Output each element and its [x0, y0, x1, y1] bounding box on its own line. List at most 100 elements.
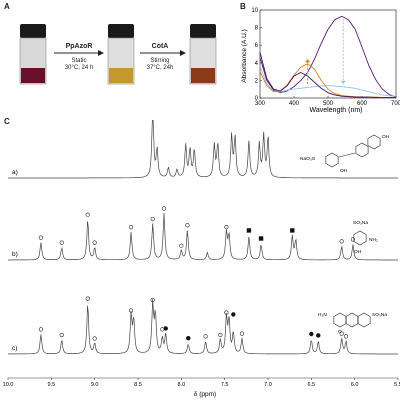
nmr-marker-open-circle [339, 331, 344, 336]
uv-vis-series-1 [259, 15, 397, 98]
panel-letter-b: B [240, 2, 246, 11]
nmr-markers [38, 206, 356, 341]
uv-vis-xtick-label: 500 [323, 101, 334, 107]
uv-vis-ylabel: Absorbance (A.U.) [241, 29, 248, 82]
structure-3-label-right: SO₃Na [372, 312, 387, 318]
step-2-temp: 37°C, 24h [146, 65, 174, 71]
structure-1-ring-2 [355, 142, 369, 158]
structure-3-ring-2 [345, 312, 359, 328]
arrow-step-2 [140, 50, 186, 56]
nmr-marker-open-circle [38, 327, 44, 332]
nmr-marker-open-circle [85, 296, 90, 301]
nmr-marker-open-circle [339, 239, 344, 244]
structure-3-label-left: H₂N [318, 312, 327, 318]
nmr-marker-open-circle [224, 224, 229, 230]
structure-1-label-right: OH [382, 134, 390, 140]
structure-2-label-top: SO₃Na [353, 220, 368, 226]
nmr-marker-open-circle [59, 332, 64, 338]
nmr-marker-filled-circle [316, 333, 321, 338]
step-1-condition: Static [71, 58, 87, 64]
nmr-structures: NaO₃S OH OH SO₃Na NH₂ OH H₂N SO₃Na O [300, 134, 390, 335]
nmr-marker-open-circle [59, 240, 64, 245]
uv-vis-series [259, 15, 397, 99]
nmr-chart: a) b) c) 10.0 9.5 9.0 8.5 8.0 7.5 7.0 6.5 6.0 5.5 N… [3, 120, 400, 398]
panel-letter-c: C [4, 117, 10, 126]
nmr-xtick-label: 7.0 [264, 382, 272, 388]
nmr-marker-open-circle [38, 235, 44, 240]
nmr-marker-square [246, 228, 252, 233]
nmr-marker-open-circle [343, 334, 349, 339]
nmr-xtick-label: 6.5 [308, 382, 316, 388]
nmr-xtick-label: 9.5 [48, 382, 56, 388]
nmr-xlabel: δ (ppm) [194, 391, 216, 398]
structure-1-ring-3 [367, 134, 381, 150]
nmr-xtick-label: 5.5 [394, 382, 400, 388]
vial-sequence [19, 24, 217, 85]
nmr-traces: a) b) c) [7, 120, 398, 355]
vial-3-cap [190, 24, 216, 38]
nmr-marker-square [258, 236, 264, 241]
uv-vis-xtick-label: 400 [289, 101, 300, 107]
uv-vis-ytick-label: 0 [255, 96, 259, 102]
panel-letter-a: A [4, 2, 10, 11]
uv-vis-frame [259, 9, 397, 99]
nmr-trace-1 [8, 120, 398, 179]
nmr-marker-open-circle [128, 308, 134, 313]
structure-1-azo-bond [338, 152, 356, 158]
nmr-marker-open-circle [239, 331, 245, 336]
nmr-xtick-label: 6.0 [351, 382, 359, 388]
step-1-enzyme: PpAzoR [65, 43, 93, 50]
nmr-marker-filled-circle [231, 312, 236, 317]
uv-vis-arrowhead-1 [340, 80, 346, 84]
nmr-marker-open-circle [203, 334, 208, 339]
nmr-xtick-label: 8.0 [178, 382, 186, 388]
uv-vis-xtick-label: 600 [357, 101, 368, 107]
structure-2-label-bottom: OH [354, 249, 362, 255]
nmr-marker-open-circle [224, 310, 229, 315]
vial-3 [189, 24, 217, 85]
uv-vis-arrowhead-2 [305, 59, 311, 63]
structure-1-ring-1 [325, 152, 339, 168]
nmr-marker-filled-circle [186, 336, 191, 341]
vial-3-liquid [191, 68, 215, 83]
uv-vis-ytick-label: 10 [251, 8, 258, 14]
vial-1 [19, 24, 47, 85]
nmr-marker-open-circle [85, 212, 90, 217]
step-2-enzyme: CotA [151, 43, 169, 50]
uv-vis-arrows [305, 18, 346, 84]
nmr-axis: 10.0 9.5 9.0 8.5 8.0 7.5 7.0 6.5 6.0 5.5 [3, 377, 400, 388]
step-2-condition: Stirring [150, 58, 170, 64]
nmr-marker-open-circle [185, 223, 190, 228]
nmr-marker-open-circle [150, 216, 155, 222]
uv-vis-chart: 300 400 500 600 700 0 2 4 6 8 10 Wavelength (nm) A… [241, 8, 400, 114]
structure-2-ring [353, 230, 367, 246]
nmr-trace-label-2: b) [12, 251, 18, 258]
nmr-xtick-label: 7.5 [221, 382, 229, 388]
uv-vis-ytick-label: 4 [255, 61, 259, 67]
uv-vis-series-2 [259, 66, 397, 97]
uv-vis-xlabel: Wavelength (nm) [309, 107, 362, 114]
vial-1-liquid [21, 68, 45, 83]
nmr-marker-open-circle [179, 243, 184, 248]
structure-3-ring-1 [333, 312, 347, 328]
uv-vis-xtick-label: 300 [255, 101, 266, 107]
uv-vis-series-4 [259, 52, 396, 99]
uv-vis-xtick-label: 700 [391, 101, 400, 107]
step-1-temp: 30°C, 24 h [64, 65, 94, 71]
vial-2-cap [108, 24, 134, 38]
nmr-marker-open-circle [218, 332, 223, 338]
structure-3-ring-3 [357, 312, 371, 328]
nmr-marker-open-circle [128, 224, 134, 230]
nmr-marker-open-circle [350, 237, 356, 242]
nmr-marker-filled-circle [163, 326, 168, 331]
nmr-marker-open-circle [92, 336, 97, 341]
nmr-marker-filled-circle [309, 331, 314, 337]
uv-vis-ytick-label: 6 [255, 43, 259, 49]
nmr-xtick-label: 8.5 [134, 382, 142, 388]
vial-2 [107, 24, 135, 85]
uv-vis-ytick-label: 2 [255, 78, 259, 84]
structure-1-label-left: NaO₃S [300, 156, 315, 162]
vial-2-liquid [109, 68, 133, 83]
nmr-marker-open-circle [161, 206, 167, 211]
nmr-marker-open-circle [160, 327, 165, 332]
